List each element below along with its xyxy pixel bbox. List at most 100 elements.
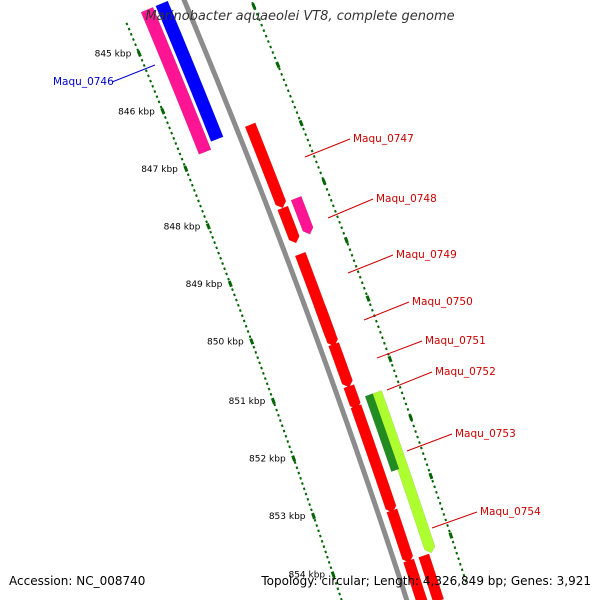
ruler-right-dot — [394, 374, 398, 378]
ruler-left-dot — [336, 587, 340, 591]
kbp-tick-label: 853 kbp — [269, 512, 306, 522]
kbp-tick-mark — [291, 455, 297, 462]
ruler-right-dot — [340, 226, 344, 230]
gene-label-maqu-0749[interactable]: Maqu_0749 — [396, 249, 457, 261]
gene-block-maqu-0750 — [314, 305, 339, 347]
ruler-left-dot — [168, 126, 171, 130]
kbp-tick-mark-right — [387, 355, 393, 363]
gene-block-maqu-0746-magenta — [140, 6, 212, 155]
ruler-right-dot — [460, 568, 464, 572]
ruler-left-dot — [327, 560, 331, 564]
gene-label-maqu-0754[interactable]: Maqu_0754 — [480, 506, 541, 518]
ruler-left-dot — [237, 303, 240, 307]
kbp-tick-mark-right — [343, 236, 349, 244]
ruler-left-dot — [320, 539, 324, 543]
ruler-left-dot — [142, 64, 146, 67]
ruler-left-dot — [159, 105, 163, 109]
ruler-left-dot — [215, 246, 218, 250]
kbp-tick-label: 849 kbp — [186, 280, 223, 290]
kbp-tick-mark-right — [408, 414, 414, 421]
gene-label-maqu-0752[interactable]: Maqu_0752 — [435, 366, 496, 378]
ruler-left-dot — [195, 194, 198, 198]
gene-label-maqu-0751[interactable]: Maqu_0751 — [425, 335, 486, 347]
kbp-tick-label: 850 kbp — [207, 337, 244, 347]
ruler-right-dot — [448, 529, 451, 533]
kbp-tick-mark — [311, 512, 316, 520]
ruler-right-dot — [354, 264, 358, 268]
accession-text: Accession: NC_008740 — [9, 574, 146, 588]
ruler-left-dot — [149, 79, 152, 83]
gene-label-maqu-0748[interactable]: Maqu_0748 — [376, 193, 437, 205]
ruler-left-dot — [278, 419, 282, 422]
ruler-right-dot — [414, 430, 417, 433]
ruler-left-dot — [153, 90, 157, 93]
ruler-left-dot — [262, 371, 265, 375]
ruler-right-dot — [464, 579, 468, 583]
ruler-right-dot — [327, 193, 331, 197]
ruler-left-dot — [127, 27, 131, 31]
ruler-right-dot — [421, 452, 425, 456]
ruler-left-dot — [299, 476, 302, 480]
ruler-left-dot — [313, 518, 317, 522]
ruler-left-dot — [295, 466, 299, 470]
kbp-tick-mark — [270, 397, 276, 405]
gene-label-maqu-0746[interactable]: Maqu_0746 — [53, 76, 114, 88]
ruler-right-dot — [255, 12, 259, 16]
ruler-right-dot — [412, 424, 416, 428]
ruler-left-dot — [256, 356, 260, 360]
gene-label-maqu-0753[interactable]: Maqu_0753 — [455, 428, 516, 440]
ruler-right-dot — [425, 463, 429, 467]
kbp-tick-mark — [205, 222, 211, 230]
ruler-left-dot — [317, 529, 320, 533]
ruler-left-dot — [132, 38, 135, 42]
ruler-left-dot — [252, 345, 256, 349]
ruler-right-dot — [266, 40, 270, 44]
ruler-right-dot — [317, 165, 320, 169]
ruler-left-dot — [286, 440, 290, 443]
ruler-left-dot — [235, 298, 238, 302]
ruler-right-dot — [442, 512, 446, 516]
ruler-right-dot — [404, 402, 408, 406]
ruler-right-dot — [364, 292, 368, 296]
ruler-left-dot — [174, 142, 178, 146]
ruler-left-dot — [151, 84, 155, 88]
ruler-left-dot — [129, 32, 133, 36]
ruler-right-dot — [433, 485, 436, 489]
ruler-left-dot — [258, 361, 261, 365]
ruler-left-dot — [246, 329, 250, 333]
kbp-tick-mark — [136, 50, 142, 58]
ruler-left-dot — [319, 534, 322, 538]
ruler-left-dot — [340, 597, 343, 600]
ruler-left-dot — [144, 69, 148, 73]
gene-label-maqu-0750[interactable]: Maqu_0750 — [412, 296, 473, 308]
ruler-right-dot — [406, 407, 410, 411]
ruler-right-dot — [431, 479, 435, 483]
ruler-left-dot — [254, 350, 258, 354]
ruler-left-dot — [267, 387, 271, 391]
kbp-tick-mark-right — [321, 178, 327, 186]
ruler-right-dot — [440, 507, 444, 511]
kbp-tick-mark — [227, 280, 233, 288]
gene-block-maqu-0754-red — [386, 508, 414, 563]
gene-block-maqu-0748-magenta — [290, 195, 314, 235]
gene-label-maqu-0747[interactable]: Maqu_0747 — [353, 133, 414, 145]
genome-title: Marinobacter aquaeolei VT8, complete gen… — [145, 9, 455, 24]
ruler-right-dot — [451, 540, 455, 544]
ruler-right-dot — [346, 242, 350, 246]
ruler-left-dot — [273, 403, 277, 407]
gene-label-leader — [304, 138, 351, 158]
ruler-right-dot — [271, 50, 275, 54]
ruler-right-dot — [352, 259, 356, 263]
ruler-right-dot — [356, 270, 360, 274]
ruler-right-dot — [302, 127, 305, 131]
ruler-left-dot — [176, 147, 180, 151]
ruler-left-dot — [213, 241, 216, 245]
ruler-right-dot — [455, 551, 459, 555]
ruler-left-dot — [308, 503, 311, 507]
ruler-left-dot — [199, 204, 202, 208]
ruler-left-dot — [211, 235, 214, 239]
ruler-left-dot — [147, 74, 150, 78]
ruler-right-dot — [282, 78, 286, 82]
ruler-left-dot — [201, 209, 204, 213]
ruler-left-dot — [219, 256, 222, 260]
